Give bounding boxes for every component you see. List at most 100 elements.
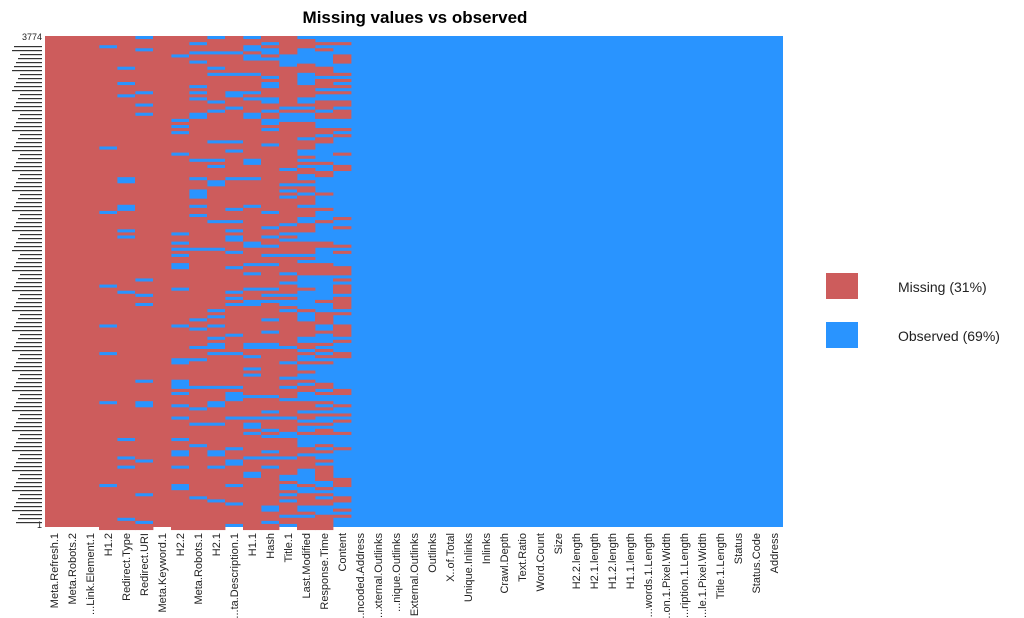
y-tick-label-last: 1 (37, 520, 42, 530)
y-tick-mark (16, 182, 42, 184)
missing-cell (225, 36, 244, 52)
missing-cell (279, 401, 298, 417)
x-tick-label: Response.Time (319, 533, 331, 610)
missing-cell (315, 422, 334, 426)
y-tick-mark (18, 278, 42, 280)
missing-cell (117, 238, 136, 291)
missing-cell (279, 517, 298, 524)
missing-cell (171, 244, 190, 248)
missing-cell (315, 299, 334, 303)
missing-cell (117, 69, 136, 83)
missing-cell (243, 358, 262, 368)
x-tick-label: H1.1 (247, 533, 259, 556)
y-tick-mark (20, 174, 42, 176)
y-tick-mark (14, 286, 42, 288)
y-tick-mark (12, 310, 42, 312)
x-tick-label: Meta.Robots.2 (67, 533, 79, 605)
missing-cell (333, 284, 352, 294)
missing-cell (315, 349, 334, 353)
missing-cell (333, 266, 352, 276)
x-tick-label: H1.2 (103, 533, 115, 556)
x-tick-label: H1.2.length (607, 533, 619, 589)
missing-cell (297, 447, 316, 454)
missing-cell (333, 312, 352, 316)
missing-cell (243, 459, 262, 472)
y-tick-mark (18, 58, 42, 60)
x-tick-label: ...Link.Element.1 (85, 533, 97, 615)
missing-cell (135, 523, 154, 531)
missing-cell (333, 339, 352, 343)
missing-cell (333, 85, 352, 89)
x-tick-label: H2.2 (175, 533, 187, 556)
x-tick-label: H2.1.length (589, 533, 601, 589)
missing-cell (189, 425, 208, 445)
missing-cell (261, 247, 280, 254)
missing-cell (261, 413, 280, 417)
missing-cell (99, 36, 118, 46)
y-tick-mark (14, 126, 42, 128)
missing-cell (315, 171, 334, 178)
y-tick-mark (12, 290, 42, 292)
missing-cell (333, 352, 352, 359)
y-tick-mark (12, 490, 42, 492)
missing-cell (243, 39, 262, 46)
missing-cell (333, 278, 352, 282)
y-tick-mark (16, 402, 42, 404)
missing-cell (315, 207, 334, 211)
y-tick-mark (20, 454, 42, 456)
y-tick-mark (12, 150, 42, 152)
missing-cell (315, 465, 334, 481)
missing-cell (297, 140, 316, 150)
y-tick-mark (14, 106, 42, 108)
missing-cell (189, 94, 208, 98)
x-tick-labels: Meta.Refresh.1 Meta.Robots.2 ...Link.Eleme… (49, 533, 781, 618)
missing-cell (279, 480, 298, 485)
missing-cell (279, 349, 298, 362)
missing-cell (333, 514, 352, 518)
missing-cell (243, 306, 262, 343)
missing-cell (189, 499, 208, 531)
y-tick-mark (12, 190, 42, 192)
y-tick-mark (12, 170, 42, 172)
legend-swatch-observed (826, 322, 858, 348)
missing-cell (315, 499, 334, 506)
y-tick-mark (12, 210, 42, 212)
y-tick-mark (14, 226, 42, 228)
missing-cell (171, 388, 190, 392)
missing-cell (279, 186, 298, 190)
x-tick-label: External.Outlinks (409, 533, 421, 617)
missing-cell (333, 100, 352, 107)
missing-cell (261, 103, 280, 110)
y-tick-mark (16, 502, 42, 504)
missing-cell (261, 349, 280, 396)
missing-cell (243, 376, 262, 396)
column-8 (189, 36, 208, 531)
missing-cell (279, 306, 298, 310)
y-tick-mark (16, 122, 42, 124)
missing-cell (279, 388, 298, 399)
missing-cell (315, 450, 334, 454)
missing-cell (297, 401, 316, 411)
x-tick-label: Title.1 (283, 533, 295, 563)
missing-cell (279, 36, 298, 55)
missing-cell (261, 266, 280, 288)
x-tick-label: H1.1.length (625, 533, 637, 589)
y-tick-mark (18, 158, 42, 160)
x-tick-label: Title.1.Length (715, 533, 727, 599)
missing-cell (261, 398, 280, 411)
column-14 (297, 39, 316, 531)
legend-swatch-missing (826, 273, 858, 299)
y-tick-mark (20, 254, 42, 256)
y-tick-mark (14, 246, 42, 248)
y-tick-mark (18, 438, 42, 440)
missing-cell (315, 137, 334, 144)
missing-cell (171, 456, 190, 466)
missing-cell (261, 431, 280, 435)
y-tick-mark (18, 338, 42, 340)
missing-cell (207, 143, 226, 159)
column-13 (279, 36, 298, 524)
missing-cell (207, 250, 226, 310)
missing-cell (333, 404, 352, 408)
missing-cell (207, 161, 226, 165)
missing-cell (261, 146, 280, 211)
